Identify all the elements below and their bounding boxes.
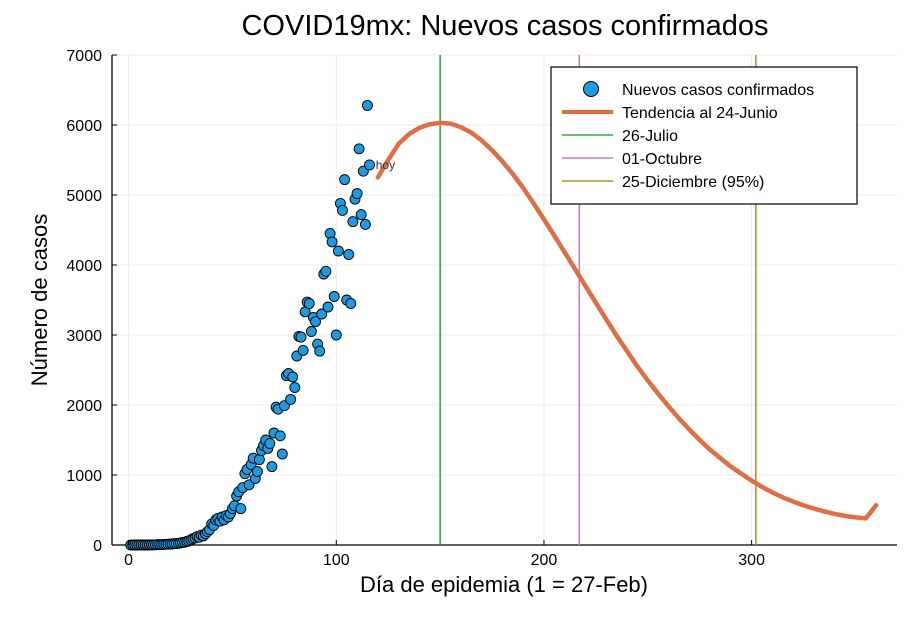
legend-label-octubre: 01-Octubre [622,151,702,168]
data-point [351,188,363,200]
data-point [320,265,332,277]
data-point [266,461,278,473]
y-tick-label: 7000 [66,48,102,65]
data-point [343,249,355,260]
trend-series [375,120,879,521]
legend-label-trend: Tendencia al 24-Junio [622,105,778,122]
data-point [353,143,365,155]
data-point [347,216,359,228]
y-tick-label: 1000 [66,468,102,485]
y-axis-title: Número de casos [27,214,52,386]
y-tick-label: 0 [93,538,102,555]
data-point [287,371,299,383]
x-axis-title: Día de epidemia (1 = 27-Feb) [360,572,648,597]
data-point [332,245,344,257]
data-point [361,99,373,111]
data-point [359,218,371,230]
data-point [355,209,367,221]
data-point [303,298,315,309]
y-tick-label: 3000 [66,328,102,345]
data-point [345,298,357,309]
legend-label-diciembre: 25-Diciembre (95%) [622,174,764,191]
axes [111,55,897,546]
data-point [276,448,288,460]
data-point [322,301,334,313]
scatter-series [125,99,375,551]
data-point [364,159,375,171]
y-tick-label: 6000 [66,118,102,135]
data-point [253,454,265,466]
data-point [310,316,321,328]
data-point [305,326,317,337]
legend-label-scatter: Nuevos casos confirmados [622,82,814,99]
data-point [337,204,348,216]
trend-line [375,120,879,521]
data-point [235,503,247,515]
data-point [314,345,326,357]
y-tick-label: 5000 [66,188,102,205]
data-point [251,466,263,477]
x-tick-label: 0 [124,552,133,569]
legend: Nuevos casos confirmados Tendencia al 24… [550,66,858,205]
data-point [297,344,309,356]
y-tick-label: 4000 [66,258,102,275]
data-point [330,329,342,341]
x-tick-label: 100 [323,552,350,569]
data-point [328,291,340,302]
tick-labels: 0 1000 2000 3000 4000 5000 6000 7000 0 100 200 300 [66,48,765,569]
y-tick-label: 2000 [66,398,102,415]
data-point [289,382,301,393]
data-point [339,174,351,186]
data-point [295,331,307,343]
x-tick-label: 200 [531,552,558,569]
x-tick-label: 300 [738,552,765,569]
legend-marker-scatter [583,81,599,97]
data-point [316,308,328,320]
data-point [285,393,297,405]
chart-title: COVID19mx: Nuevos casos confirmados [241,10,768,42]
data-point [274,430,286,442]
legend-label-julio: 26-Julio [622,128,678,145]
data-point [264,438,276,449]
annotation-hoy: hoy [376,158,395,172]
data-point [326,236,338,248]
